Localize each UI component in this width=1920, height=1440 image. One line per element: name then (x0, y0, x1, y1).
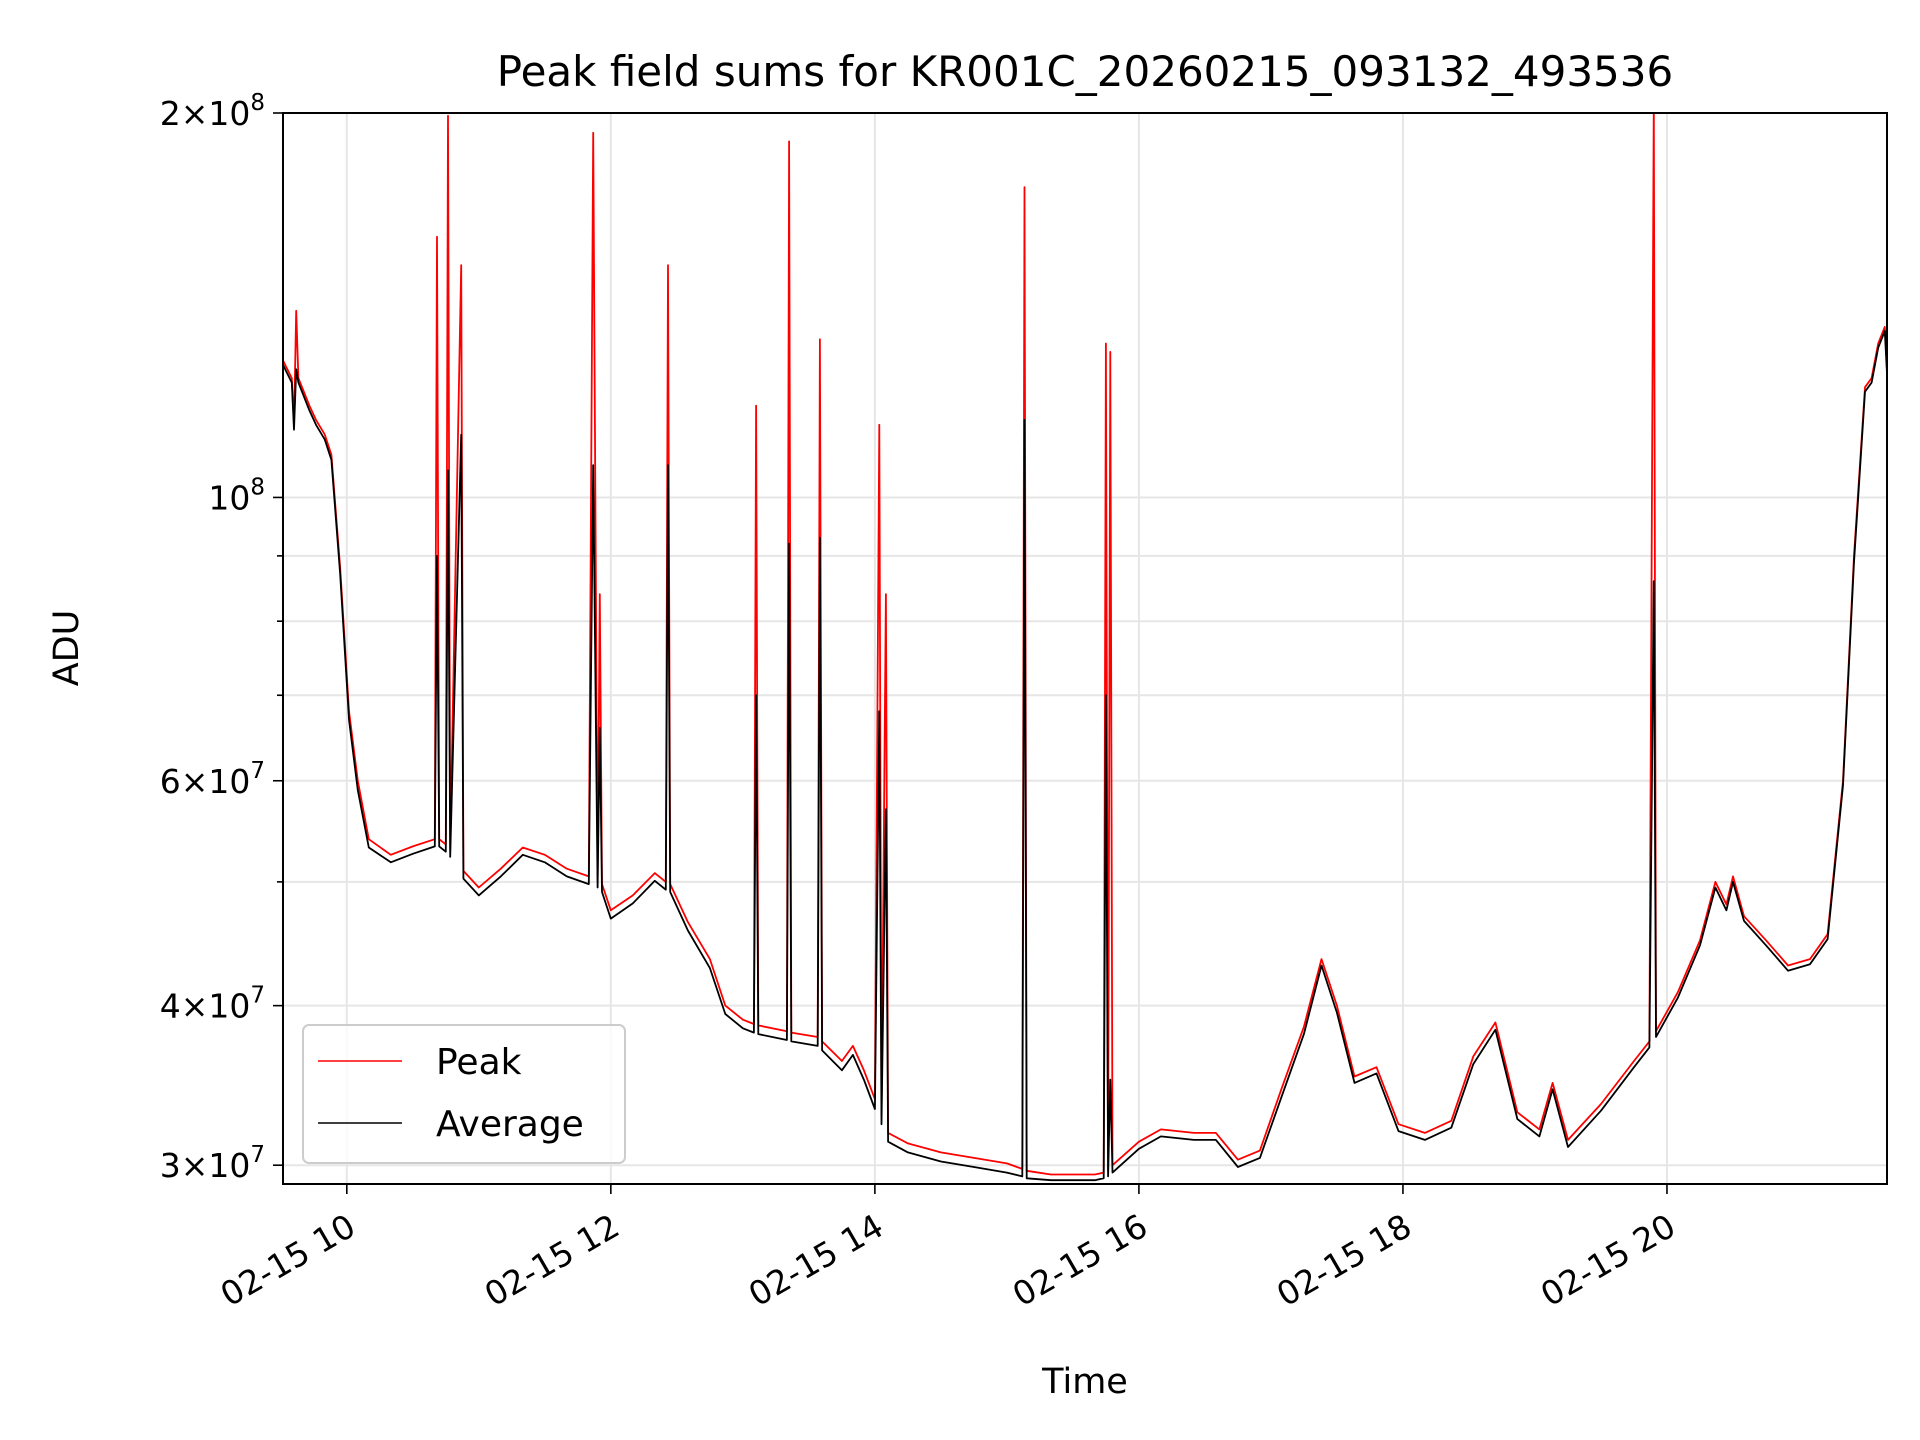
series-line-average (283, 330, 1887, 1182)
series-line-peak (283, 113, 1887, 1176)
plot-frame (282, 112, 1888, 1185)
y-tick-label: 2×108 (160, 90, 265, 133)
legend: Peak Average (302, 1024, 626, 1164)
y-tick-label: 4×107 (160, 983, 265, 1026)
legend-box (302, 1024, 626, 1164)
chart-title: Peak field sums for KR001C_20260215_0931… (497, 47, 1673, 96)
y-tick-label: 3×107 (160, 1142, 265, 1185)
y-tick-label: 6×107 (160, 758, 265, 801)
y-axis-title: ADU (47, 610, 87, 687)
legend-label-peak: Peak (436, 1042, 522, 1083)
y-tick-label: 108 (208, 474, 265, 517)
series-layer (283, 113, 1887, 1182)
legend-label-average: Average (436, 1104, 584, 1145)
x-axis-title: Time (1041, 1362, 1128, 1402)
